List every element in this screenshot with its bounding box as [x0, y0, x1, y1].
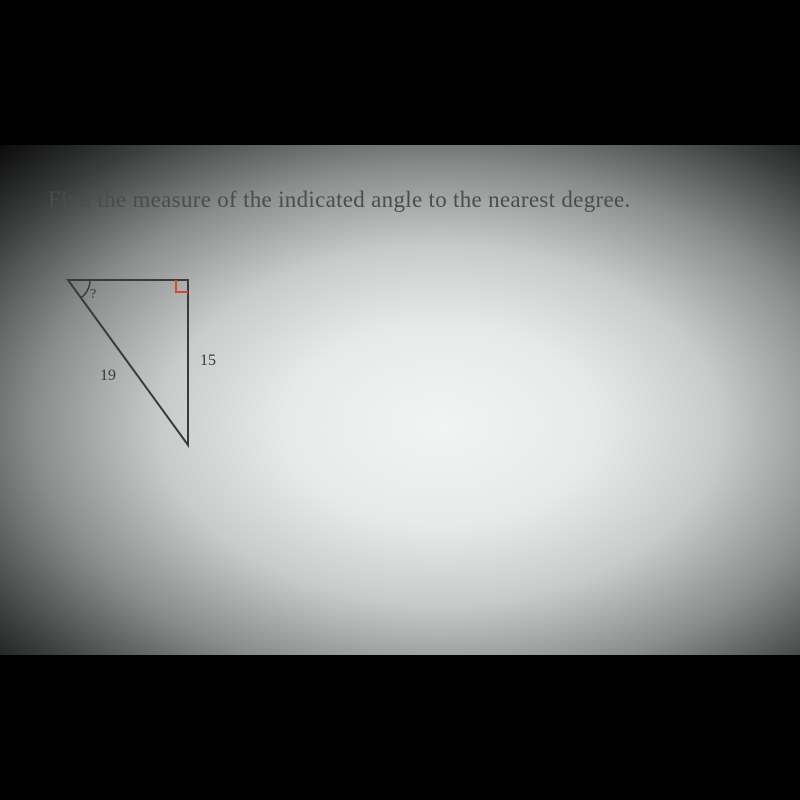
letterbox-bottom	[0, 655, 800, 800]
letterbox-top	[0, 0, 800, 145]
triangle-diagram: ? 15 19	[58, 270, 258, 470]
angle-indicator-arc	[81, 280, 90, 298]
side-label-opposite: 15	[200, 352, 216, 369]
right-angle-marker	[176, 280, 188, 292]
triangle-shape	[68, 280, 188, 445]
triangle-svg: ? 15 19	[58, 270, 258, 470]
paper-area: Find the measure of the indicated angle …	[0, 145, 800, 655]
angle-label-unknown: ?	[90, 287, 96, 302]
side-label-hypotenuse: 19	[100, 367, 116, 384]
problem-prompt: Find the measure of the indicated angle …	[48, 187, 631, 213]
